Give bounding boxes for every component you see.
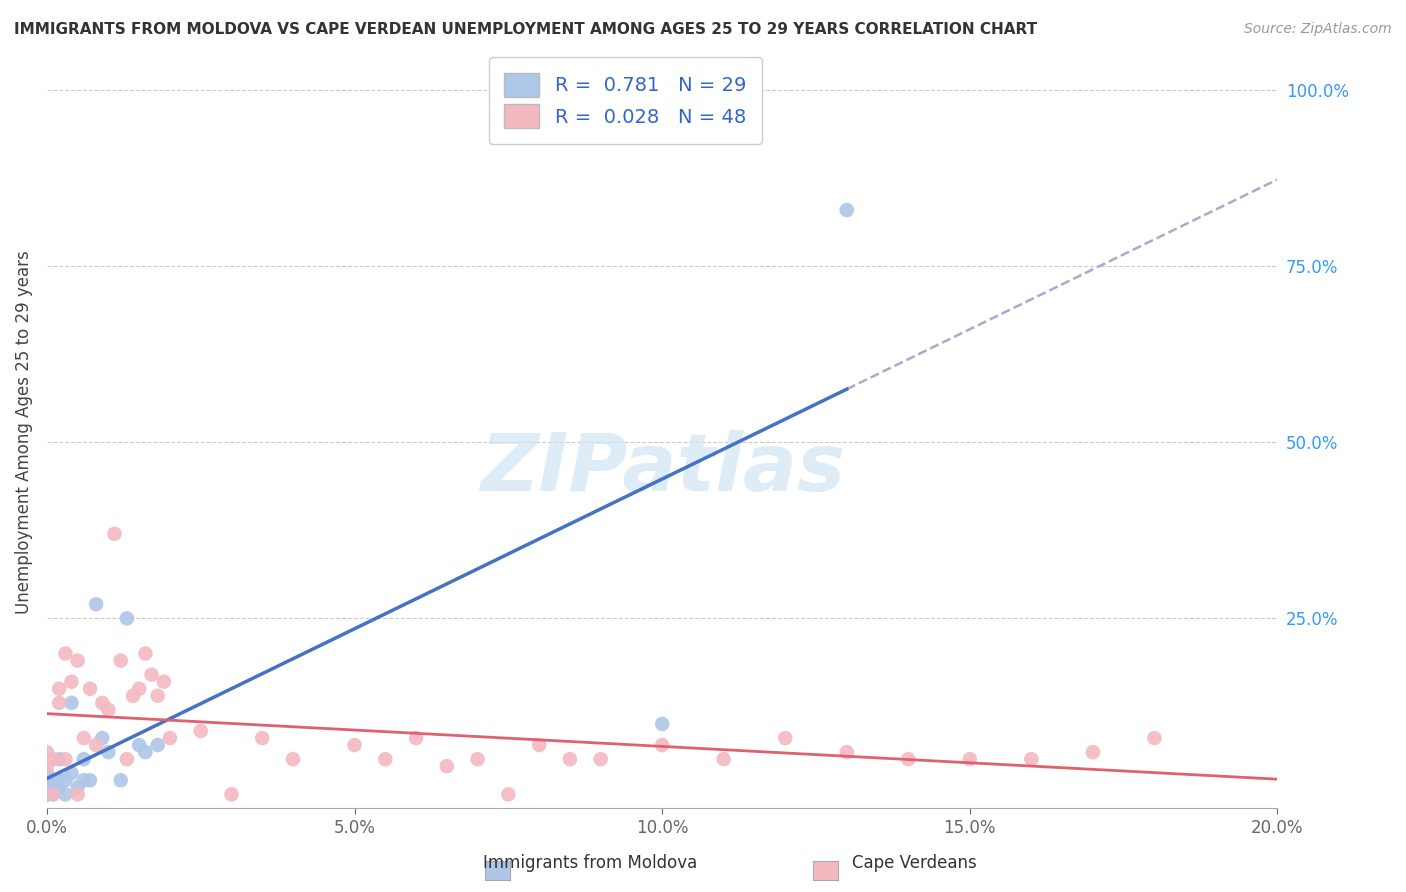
Point <box>35 788 58 802</box>
Point <box>110 654 132 668</box>
Point <box>1143 731 1166 745</box>
Point <box>134 745 156 759</box>
Point <box>374 752 396 766</box>
Point <box>79 773 101 788</box>
Point <box>35 788 58 802</box>
Point <box>84 738 107 752</box>
Point <box>91 696 114 710</box>
Point <box>35 780 58 795</box>
Point <box>66 654 89 668</box>
Point <box>84 597 107 611</box>
Point <box>115 611 138 625</box>
Point <box>115 752 138 766</box>
Point <box>651 738 673 752</box>
Point <box>73 731 96 745</box>
Point <box>651 717 673 731</box>
Point <box>48 780 70 795</box>
Point <box>713 752 735 766</box>
Text: Immigrants from Moldova: Immigrants from Moldova <box>484 855 697 872</box>
Point <box>48 696 70 710</box>
Point <box>959 752 981 766</box>
Point <box>53 773 76 788</box>
Text: ZIPatlas: ZIPatlas <box>479 431 845 508</box>
Point <box>48 773 70 788</box>
Point <box>128 681 150 696</box>
Point <box>467 752 489 766</box>
Point <box>897 752 920 766</box>
Point <box>558 752 581 766</box>
Point <box>1021 752 1043 766</box>
Point <box>79 681 101 696</box>
Point <box>773 731 796 745</box>
Point <box>190 724 212 739</box>
Point <box>53 788 76 802</box>
Point <box>60 696 83 710</box>
Point <box>66 788 89 802</box>
Point <box>221 788 243 802</box>
Point <box>53 752 76 766</box>
Point <box>97 745 120 759</box>
Point <box>589 752 612 766</box>
Point <box>35 773 58 788</box>
Point <box>122 689 145 703</box>
Point <box>159 731 181 745</box>
Point <box>42 752 65 766</box>
Point <box>281 752 304 766</box>
Point <box>1081 745 1104 759</box>
Point <box>343 738 366 752</box>
Y-axis label: Unemployment Among Ages 25 to 29 years: Unemployment Among Ages 25 to 29 years <box>15 250 32 614</box>
Point <box>42 788 65 802</box>
Point <box>42 780 65 795</box>
Point <box>152 674 174 689</box>
Point <box>35 766 58 780</box>
Point <box>35 759 58 773</box>
Point <box>436 759 458 773</box>
Point <box>60 674 83 689</box>
Point <box>73 752 96 766</box>
Point <box>128 738 150 752</box>
Point <box>91 731 114 745</box>
Point <box>110 773 132 788</box>
Point <box>141 667 163 681</box>
Text: Cape Verdeans: Cape Verdeans <box>852 855 976 872</box>
Text: IMMIGRANTS FROM MOLDOVA VS CAPE VERDEAN UNEMPLOYMENT AMONG AGES 25 TO 29 YEARS C: IMMIGRANTS FROM MOLDOVA VS CAPE VERDEAN … <box>14 22 1038 37</box>
Point <box>66 780 89 795</box>
Point <box>48 681 70 696</box>
Point <box>60 766 83 780</box>
Point <box>146 689 169 703</box>
Legend: R =  0.781   N = 29, R =  0.028   N = 48: R = 0.781 N = 29, R = 0.028 N = 48 <box>489 57 762 144</box>
Point <box>103 527 125 541</box>
Point <box>134 647 156 661</box>
Point <box>42 773 65 788</box>
Point <box>835 745 858 759</box>
Point <box>146 738 169 752</box>
Point <box>835 202 858 217</box>
Point <box>53 647 76 661</box>
Point <box>252 731 274 745</box>
Point <box>48 752 70 766</box>
Point <box>42 788 65 802</box>
Point <box>97 703 120 717</box>
Point <box>405 731 427 745</box>
Point <box>35 745 58 759</box>
Point <box>498 788 520 802</box>
Point <box>73 773 96 788</box>
Point <box>527 738 550 752</box>
Text: Source: ZipAtlas.com: Source: ZipAtlas.com <box>1244 22 1392 37</box>
